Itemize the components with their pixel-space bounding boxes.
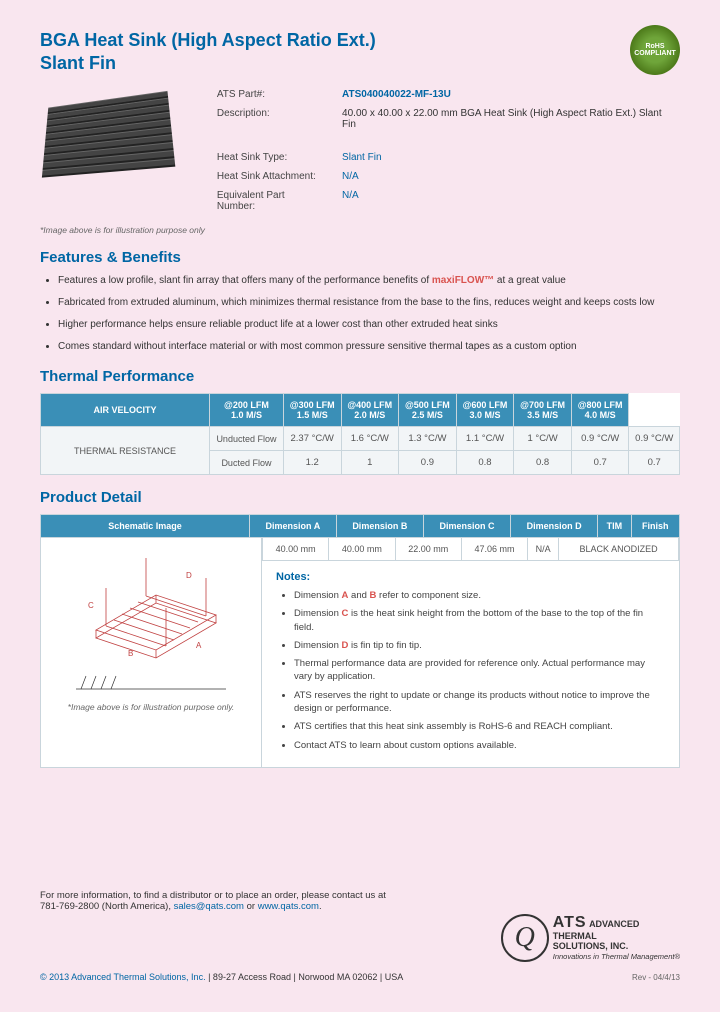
footer-url-link[interactable]: www.qats.com	[258, 901, 319, 912]
dim-header: Dimension D	[511, 515, 598, 538]
detail-heading: Product Detail	[40, 489, 680, 506]
note-item: Dimension A and B refer to component siz…	[294, 589, 665, 602]
product-image	[42, 91, 175, 178]
attach-value: N/A	[334, 168, 678, 185]
desc-label: Description:	[209, 105, 332, 133]
feature-item: Comes standard without interface materia…	[58, 340, 680, 354]
dim-value: 47.06 mm	[461, 538, 527, 561]
footer-line1: For more information, to find a distribu…	[40, 890, 680, 901]
logo-line2: THERMAL	[553, 931, 597, 941]
dim-value: 22.00 mm	[395, 538, 461, 561]
schematic-drawing: B C D A	[66, 548, 236, 668]
note-item: Thermal performance data are provided fo…	[294, 657, 665, 684]
thermal-cell: 1.1 °C/W	[456, 427, 514, 451]
feature-item: Higher performance helps ensure reliable…	[58, 318, 680, 332]
equiv-label: Equivalent Part Number:	[209, 187, 332, 215]
logo-tagline: Innovations in Thermal Management®	[553, 952, 680, 961]
footer-or: or	[247, 901, 258, 912]
thermal-cell: 0.9	[399, 451, 457, 475]
thermal-cell: 1.3 °C/W	[399, 427, 457, 451]
spec-table: ATS Part#: ATS040040022-MF-13U Descripti…	[207, 84, 680, 217]
thermal-cell: 0.9 °C/W	[629, 427, 680, 451]
note-item: ATS reserves the right to update or chan…	[294, 689, 665, 716]
features-list: Features a low profile, slant fin array …	[58, 274, 680, 354]
revision: Rev - 04/4/13	[632, 973, 680, 982]
svg-text:A: A	[196, 641, 202, 650]
footer-phone: 781-769-2800 (North America),	[40, 901, 174, 912]
thermal-cell: 0.9 °C/W	[571, 427, 629, 451]
features-heading: Features & Benefits	[40, 249, 680, 266]
air-velocity-header: AIR VELOCITY	[41, 394, 210, 427]
dim-header: Finish	[631, 515, 679, 538]
notes-list: Dimension A and B refer to component siz…	[294, 589, 665, 752]
thermal-col-header: @700 LFM3.5 M/S	[514, 394, 572, 427]
thermal-cell: 0.7	[629, 451, 680, 475]
dim-header: Dimension A	[250, 515, 337, 538]
side-profile	[71, 671, 231, 691]
thermal-col-header: @600 LFM3.0 M/S	[456, 394, 514, 427]
part-label: ATS Part#:	[209, 86, 332, 103]
feature-item: Fabricated from extruded aluminum, which…	[58, 296, 680, 310]
copyright-address: | 89-27 Access Road | Norwood MA 02062 |…	[208, 972, 403, 982]
footer: For more information, to find a distribu…	[40, 890, 680, 982]
thermal-heading: Thermal Performance	[40, 368, 680, 385]
svg-text:D: D	[186, 571, 192, 580]
rohs-badge: RoHS COMPLIANT	[630, 25, 680, 75]
logo-line1: ADVANCED	[589, 919, 639, 929]
company-logo: Q ATS ADVANCED THERMAL SOLUTIONS, INC. I…	[501, 914, 680, 962]
q-logo-icon: Q	[501, 914, 549, 962]
dim-header: TIM	[598, 515, 631, 538]
equiv-value: N/A	[334, 187, 678, 215]
svg-text:B: B	[128, 649, 133, 658]
unducted-label: Unducted Flow	[210, 427, 284, 451]
thermal-cell: 1 °C/W	[514, 427, 572, 451]
thermal-cell: 1.6 °C/W	[341, 427, 399, 451]
image-caption: *Image above is for illustration purpose…	[40, 225, 680, 235]
thermal-col-header: @400 LFM2.0 M/S	[341, 394, 399, 427]
type-value: Slant Fin	[334, 149, 678, 166]
note-item: ATS certifies that this heat sink assemb…	[294, 720, 665, 733]
copyright-company: © 2013 Advanced Thermal Solutions, Inc.	[40, 972, 206, 982]
note-item: Dimension C is the heat sink height from…	[294, 607, 665, 634]
note-item: Dimension D is fin tip to fin tip.	[294, 639, 665, 652]
page-title-2: Slant Fin	[40, 53, 680, 74]
schematic-header: Schematic Image	[41, 515, 250, 538]
dim-header: Dimension C	[423, 515, 510, 538]
thermal-col-header: @500 LFM2.5 M/S	[399, 394, 457, 427]
thermal-col-header: @800 LFM4.0 M/S	[571, 394, 629, 427]
note-item: Contact ATS to learn about custom option…	[294, 739, 665, 752]
thermal-table: AIR VELOCITY@200 LFM1.0 M/S@300 LFM1.5 M…	[40, 393, 680, 475]
dim-header: Dimension B	[336, 515, 423, 538]
schematic-caption: *Image above is for illustration purpose…	[51, 702, 251, 712]
dim-value: 40.00 mm	[329, 538, 395, 561]
notes-heading: Notes:	[276, 571, 665, 583]
dim-value: N/A	[528, 538, 559, 561]
thermal-resistance-label: THERMAL RESISTANCE	[41, 427, 210, 475]
dimension-values-table: 40.00 mm40.00 mm22.00 mm47.06 mmN/ABLACK…	[262, 538, 679, 561]
footer-email-link[interactable]: sales@qats.com	[174, 901, 244, 912]
thermal-cell: 1	[341, 451, 399, 475]
thermal-cell: 1.2	[283, 451, 341, 475]
logo-ats: ATS	[553, 914, 587, 931]
dim-value: 40.00 mm	[263, 538, 329, 561]
thermal-cell: 0.7	[571, 451, 629, 475]
part-value: ATS040040022-MF-13U	[334, 86, 678, 103]
page-title-1: BGA Heat Sink (High Aspect Ratio Ext.)	[40, 30, 680, 51]
attach-label: Heat Sink Attachment:	[209, 168, 332, 185]
thermal-col-header: @200 LFM1.0 M/S	[210, 394, 284, 427]
svg-text:C: C	[88, 601, 94, 610]
ducted-label: Ducted Flow	[210, 451, 284, 475]
thermal-col-header: @300 LFM1.5 M/S	[283, 394, 341, 427]
logo-line3: SOLUTIONS, INC.	[553, 941, 629, 951]
thermal-cell: 2.37 °C/W	[283, 427, 341, 451]
thermal-cell: 0.8	[456, 451, 514, 475]
thermal-cell: 0.8	[514, 451, 572, 475]
detail-header-table: Schematic ImageDimension ADimension BDim…	[40, 514, 680, 538]
dim-value: BLACK ANODIZED	[559, 538, 679, 561]
feature-item: Features a low profile, slant fin array …	[58, 274, 680, 288]
type-label: Heat Sink Type:	[209, 149, 332, 166]
desc-value: 40.00 x 40.00 x 22.00 mm BGA Heat Sink (…	[334, 105, 678, 133]
